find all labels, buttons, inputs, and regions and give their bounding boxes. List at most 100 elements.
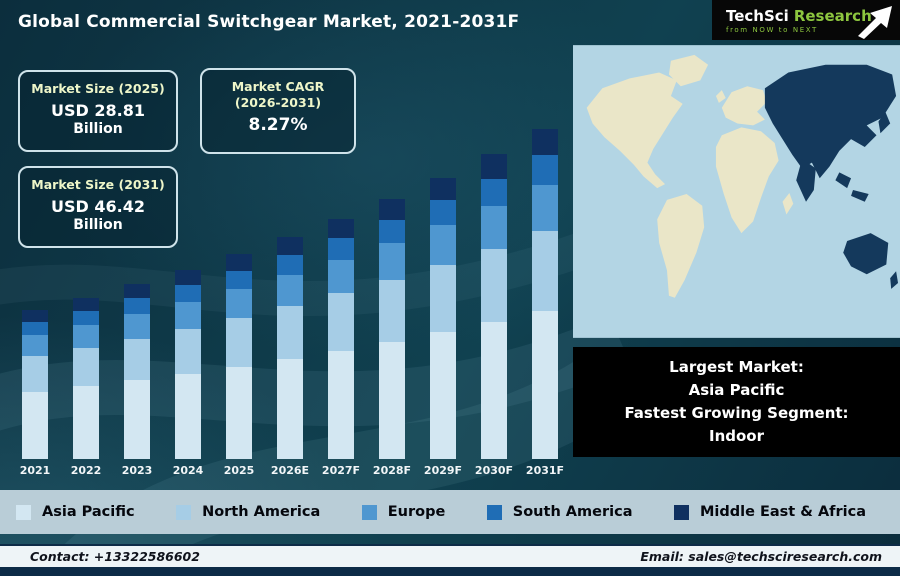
bar-segment-europe [124,314,150,339]
legend-swatch-icon [673,504,689,520]
bar-segment-asia-pacific [175,373,201,459]
bar-segment-asia-pacific [73,386,99,459]
bar-segment-middle-east-africa [481,154,507,179]
x-axis-label: 2029F [423,464,463,477]
bar-segment-middle-east-africa [277,237,303,255]
map-asia-highlight [764,64,897,179]
bar-column-2030f: 2030F [473,116,515,480]
bar-segment-south-america [277,254,303,275]
bar-stack [481,154,507,459]
stat-market-size-2031: Market Size (2031) USD 46.42 Billion [18,166,178,248]
bar-segment-middle-east-africa [379,199,405,221]
bar-stack [277,237,303,459]
bar-segment-middle-east-africa [430,177,456,201]
bar-segment-asia-pacific [226,366,252,459]
bar-stack [328,218,354,459]
bar-segment-north-america [532,231,558,311]
bar-segment-middle-east-africa [124,284,150,299]
bar-column-2021: 2021 [14,116,56,480]
bar-segment-middle-east-africa [22,310,48,323]
bar-segment-middle-east-africa [532,129,558,156]
bar-segment-asia-pacific [481,321,507,459]
bar-segment-asia-pacific [277,359,303,459]
bar-column-2031f: 2031F [524,116,566,480]
bar-segment-europe [481,206,507,249]
map-japan-highlight [878,111,891,134]
bar-segment-europe [226,289,252,318]
bar-segment-south-america [328,238,354,260]
map-india-highlight [796,158,816,202]
legend-item-asia-pacific: Asia Pacific [16,504,135,520]
legend-swatch-icon [176,504,192,520]
map-australia-highlight [843,233,889,275]
legend-item-south-america: South America [486,504,633,520]
bar-segment-asia-pacific [430,332,456,459]
bar-segment-europe [430,225,456,265]
x-axis-label: 2027F [321,464,361,477]
map-indonesia-highlight [851,190,869,202]
legend-label: Asia Pacific [42,504,135,520]
bar-segment-middle-east-africa [73,297,99,311]
bar-stack [379,199,405,459]
logo-brand: TechSci Research [726,7,872,25]
bar-segment-north-america [481,248,507,322]
bar-segment-south-america [73,310,99,326]
logo-tagline: from NOW to NEXT [726,26,818,34]
footer-strip [0,567,900,576]
bar-segment-south-america [379,220,405,244]
bar-segment-asia-pacific [22,392,48,459]
bar-column-2022: 2022 [65,116,107,480]
stat-market-cagr: Market CAGR (2026-2031) 8.27% [200,68,356,154]
bar-segment-middle-east-africa [328,218,354,239]
bar-segment-middle-east-africa [175,269,201,286]
bar-segment-asia-pacific [328,350,354,459]
map-north-america [586,72,683,189]
bar-segment-europe [379,243,405,280]
bar-stack [22,310,48,459]
stat-value: 8.27% [248,115,308,136]
world-map-svg [573,45,900,338]
bar-segment-south-america [124,298,150,315]
bar-segment-south-america [175,285,201,303]
legend-label: South America [512,504,633,520]
bar-segment-south-america [22,322,48,336]
map-sea-highlight [835,172,852,189]
stat-value: USD 46.42 [51,196,145,216]
stat-label: Market CAGR (2026-2031) [231,79,325,110]
legend-label: Middle East & Africa [699,504,866,520]
map-britain [715,90,726,103]
bar-segment-north-america [22,356,48,392]
bar-segment-north-america [226,317,252,367]
legend-swatch-icon [16,504,31,520]
x-axis-label: 2025 [223,464,255,477]
legend-item-north-america: North America [176,504,320,520]
bar-stack [73,297,99,459]
x-axis-label: 2026E [270,464,310,477]
legend-label: North America [202,504,321,520]
bar-stack [532,129,558,459]
logo-brand-secondary: Research [793,7,872,25]
stacked-bar-chart: 2021 2022 2023 2024 2025 2026E 2027F 2028F 2029F… [14,116,566,480]
bar-segment-europe [532,185,558,232]
bar-segment-south-america [226,270,252,290]
logo-text: TechSci Research from NOW to NEXT [726,6,872,34]
legend-label: Europe [387,504,446,520]
bar-segment-south-america [481,178,507,207]
bar-column-2029f: 2029F [422,116,464,480]
page-title: Global Commercial Switchgear Market, 202… [18,12,520,32]
bar-segment-south-america [532,155,558,186]
bar-column-2024: 2024 [167,116,209,480]
bar-segment-asia-pacific [379,342,405,459]
bar-stack [226,254,252,459]
x-axis-label: 2022 [70,464,102,477]
bar-segment-north-america [328,293,354,351]
bar-segment-north-america [430,264,456,333]
bar-segment-europe [277,274,303,307]
techsci-logo: TechSci Research from NOW to NEXT [712,0,900,40]
bar-column-2028f: 2028F [371,116,413,480]
stat-unit: Billion [73,217,123,234]
footer: Contact: +13322586602 Email: sales@techs… [0,544,900,576]
x-axis-label: 2030F [474,464,514,477]
logo-arrow-icon [858,6,892,39]
bar-column-2026e: 2026E [269,116,311,480]
